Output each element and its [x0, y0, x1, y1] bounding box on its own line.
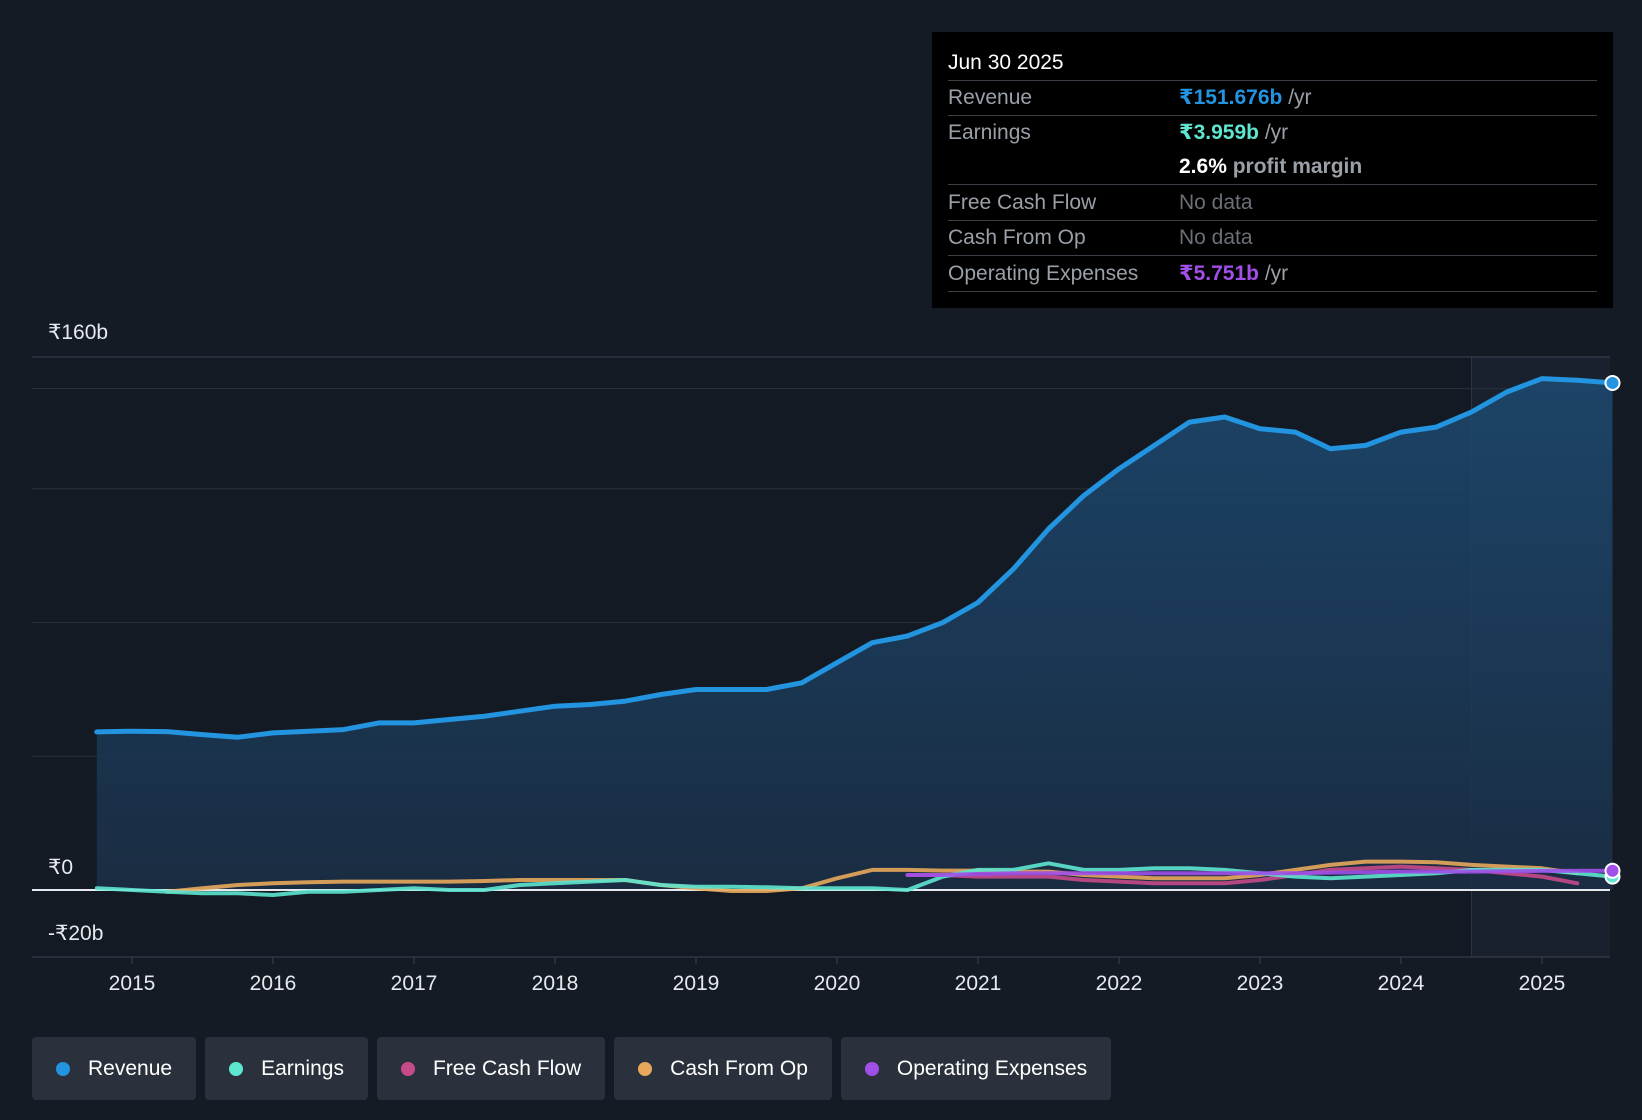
- tooltip-revenue-unit: /yr: [1282, 86, 1312, 109]
- legend-label-revenue: Revenue: [88, 1056, 173, 1080]
- x-tick-label-2017: 2017: [391, 972, 438, 995]
- legend-item-earnings[interactable]: Earnings: [205, 1037, 368, 1100]
- y-label-bottom: -₹20b: [48, 922, 104, 945]
- legend-dot-free-cash-flow-icon: [400, 1061, 415, 1076]
- legend-label-free-cash-flow: Free Cash Flow: [432, 1056, 582, 1080]
- tooltip-earnings-label: Earnings: [948, 121, 1031, 144]
- tooltip-row-earnings: Earnings ₹3.959b /yr: [948, 116, 1597, 150]
- tooltip-earnings-unit: /yr: [1259, 121, 1289, 144]
- series-line-cash-from-op: [165, 859, 1580, 894]
- tooltip-cfo-label: Cash From Op: [948, 226, 1086, 249]
- tooltip-margin-label: profit margin: [1226, 155, 1363, 178]
- tooltip-date: Jun 30 2025: [948, 46, 1597, 81]
- x-tick-label-2018: 2018: [532, 972, 579, 995]
- legend-item-free-cash-flow[interactable]: Free Cash Flow: [376, 1037, 606, 1100]
- x-tick-label-2022: 2022: [1096, 972, 1143, 995]
- tooltip-opex-unit: /yr: [1259, 262, 1289, 285]
- tooltip-revenue-label: Revenue: [948, 86, 1033, 109]
- legend-item-cash-from-op[interactable]: Cash From Op: [614, 1037, 832, 1100]
- x-tick-label-2016: 2016: [250, 972, 297, 995]
- x-tick-label-2025: 2025: [1519, 972, 1566, 995]
- tooltip-revenue-value: ₹151.676b: [1179, 86, 1283, 109]
- legend: Revenue Earnings Free Cash Flow Cash Fro…: [32, 1037, 1112, 1100]
- series-line-revenue: [94, 376, 1615, 740]
- series-line-earnings: [94, 861, 1615, 897]
- y-label-top: ₹160b: [48, 321, 109, 344]
- revenue-area: [96, 378, 1613, 890]
- legend-label-operating-expenses: Operating Expenses: [896, 1056, 1088, 1080]
- x-tick-label-2020: 2020: [814, 972, 861, 995]
- tooltip-fcf-label: Free Cash Flow: [948, 191, 1097, 214]
- legend-label-cash-from-op: Cash From Op: [670, 1056, 808, 1080]
- revenue-end-marker: [1604, 374, 1621, 391]
- x-tick-label-2015: 2015: [109, 972, 156, 995]
- y-label-zero: ₹0: [48, 856, 74, 879]
- x-tick-label-2024: 2024: [1378, 972, 1425, 995]
- legend-dot-revenue-icon: [56, 1061, 70, 1076]
- tooltip-cfo-value: No data: [1179, 226, 1253, 249]
- legend-dot-earnings-icon: [229, 1061, 244, 1076]
- series-line-operating-expenses: [905, 868, 1615, 877]
- legend-item-operating-expenses[interactable]: Operating Expenses: [840, 1037, 1112, 1100]
- tooltip-earnings-value: ₹3.959b: [1179, 121, 1259, 144]
- data-tooltip: Jun 30 2025 Revenue ₹151.676b /yr Earnin…: [932, 32, 1613, 308]
- x-tick-label-2023: 2023: [1237, 972, 1284, 995]
- legend-label-earnings: Earnings: [261, 1056, 344, 1080]
- opex-end-marker: [1604, 862, 1621, 879]
- legend-dot-operating-expenses-icon: [864, 1061, 879, 1076]
- x-tick-label-2021: 2021: [955, 972, 1002, 995]
- legend-item-revenue[interactable]: Revenue: [32, 1037, 197, 1100]
- tooltip-row-cfo: Cash From Op No data: [948, 221, 1597, 256]
- x-tick-label-2019: 2019: [673, 972, 720, 995]
- tooltip-row-revenue: Revenue ₹151.676b /yr: [948, 81, 1597, 116]
- tooltip-fcf-value: No data: [1179, 191, 1253, 214]
- tooltip-margin-value: 2.6%: [1179, 155, 1227, 178]
- tooltip-row-margin: 2.6% profit margin: [948, 150, 1597, 185]
- tooltip-row-fcf: Free Cash Flow No data: [948, 185, 1597, 221]
- tooltip-opex-value: ₹5.751b: [1179, 262, 1259, 285]
- tooltip-opex-label: Operating Expenses: [948, 262, 1139, 285]
- tooltip-row-opex: Operating Expenses ₹5.751b /yr: [948, 256, 1597, 292]
- legend-dot-cash-from-op-icon: [638, 1061, 653, 1076]
